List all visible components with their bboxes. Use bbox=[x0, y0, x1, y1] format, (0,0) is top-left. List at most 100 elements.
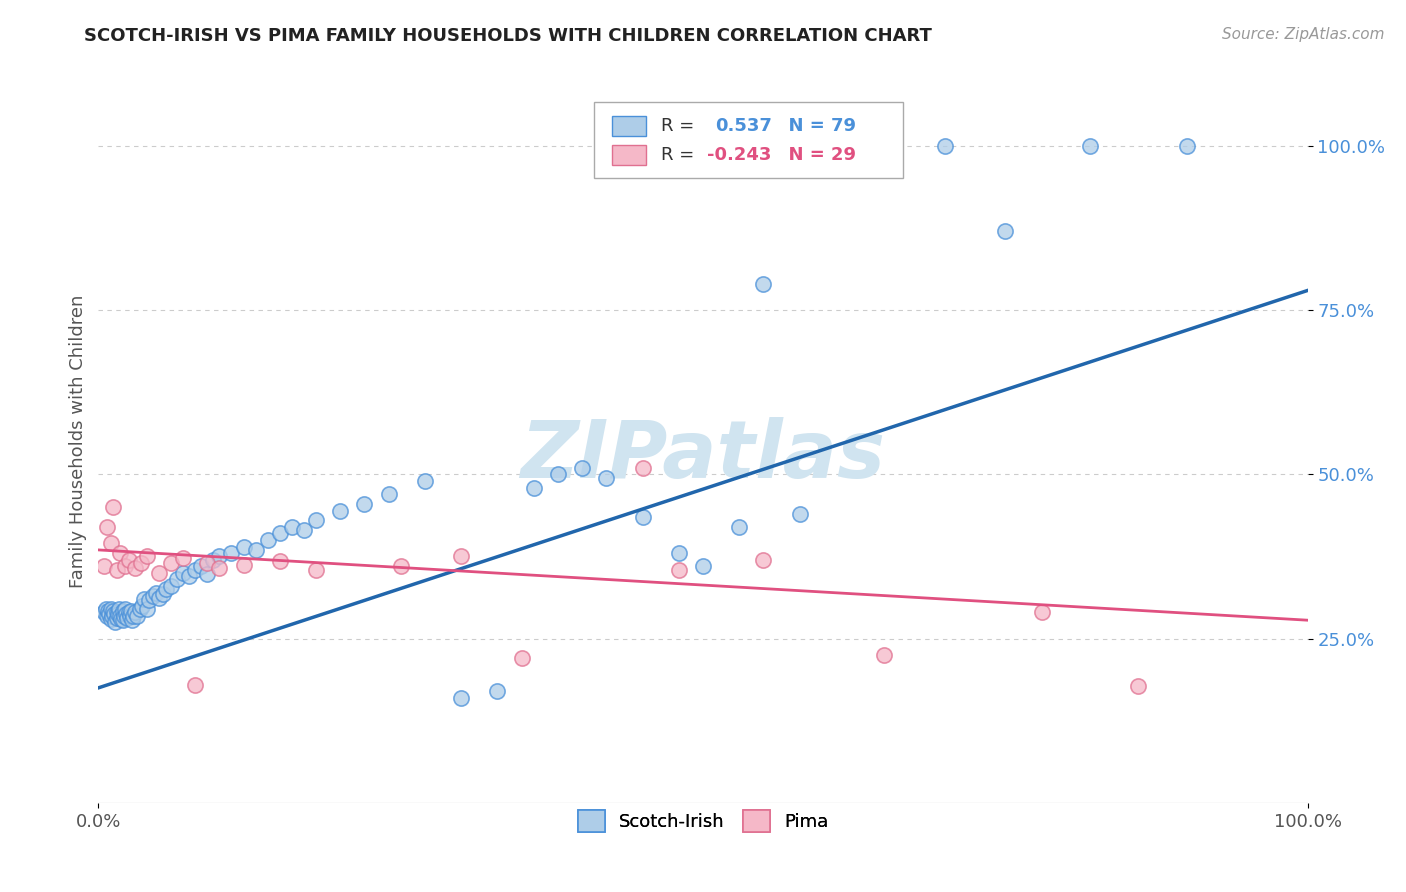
Point bbox=[104, 615, 127, 630]
Point bbox=[450, 690, 472, 705]
Point bbox=[96, 608, 118, 623]
Point bbox=[668, 563, 690, 577]
Point bbox=[172, 551, 194, 566]
Point bbox=[131, 599, 153, 613]
Point bbox=[108, 608, 131, 623]
Point bbox=[108, 602, 131, 616]
Point bbox=[114, 602, 136, 616]
Legend: Scotch-Irish, Pima: Scotch-Irish, Pima bbox=[568, 801, 838, 841]
Point bbox=[145, 585, 167, 599]
Text: -0.243: -0.243 bbox=[707, 145, 770, 164]
Point bbox=[94, 602, 117, 616]
Point bbox=[155, 582, 177, 597]
Point bbox=[112, 608, 135, 623]
Point bbox=[510, 651, 533, 665]
Text: N = 79: N = 79 bbox=[776, 117, 855, 135]
Point bbox=[160, 556, 183, 570]
Point bbox=[789, 507, 811, 521]
Point bbox=[450, 549, 472, 564]
Point bbox=[118, 608, 141, 623]
Point bbox=[101, 604, 124, 618]
Point bbox=[329, 503, 352, 517]
Point bbox=[232, 558, 254, 572]
Point bbox=[1031, 605, 1053, 619]
Text: 0.537: 0.537 bbox=[716, 117, 772, 135]
Point bbox=[873, 648, 896, 662]
Point bbox=[595, 471, 617, 485]
Point bbox=[1175, 139, 1198, 153]
Point bbox=[128, 602, 150, 616]
Point bbox=[208, 549, 231, 564]
Point bbox=[105, 605, 128, 619]
Point bbox=[256, 533, 278, 547]
Text: N = 29: N = 29 bbox=[776, 145, 855, 164]
Point bbox=[108, 546, 131, 560]
Point bbox=[135, 549, 157, 564]
Point bbox=[631, 460, 654, 475]
Point bbox=[184, 677, 207, 691]
Point bbox=[413, 474, 436, 488]
Point bbox=[281, 520, 304, 534]
Point bbox=[138, 593, 160, 607]
Point bbox=[752, 277, 775, 291]
Point bbox=[105, 610, 128, 624]
Point bbox=[105, 563, 128, 577]
Point bbox=[114, 559, 136, 574]
Point bbox=[377, 487, 399, 501]
Point bbox=[571, 460, 593, 475]
Point bbox=[353, 497, 375, 511]
Point bbox=[305, 513, 328, 527]
Point bbox=[202, 553, 225, 567]
Point bbox=[115, 607, 138, 621]
Point bbox=[184, 563, 207, 577]
Point bbox=[124, 560, 146, 574]
Text: ZIPatlas: ZIPatlas bbox=[520, 417, 886, 495]
Point bbox=[152, 587, 174, 601]
Point bbox=[179, 569, 201, 583]
Point bbox=[486, 684, 509, 698]
Point bbox=[103, 607, 125, 621]
Text: SCOTCH-IRISH VS PIMA FAMILY HOUSEHOLDS WITH CHILDREN CORRELATION CHART: SCOTCH-IRISH VS PIMA FAMILY HOUSEHOLDS W… bbox=[84, 27, 932, 45]
Point bbox=[305, 563, 328, 577]
Point bbox=[129, 556, 152, 570]
Point bbox=[118, 605, 141, 619]
Point bbox=[837, 139, 859, 153]
Point bbox=[98, 607, 121, 621]
Text: R =: R = bbox=[661, 145, 700, 164]
Text: R =: R = bbox=[661, 117, 706, 135]
Point bbox=[232, 540, 254, 554]
Point bbox=[221, 546, 243, 560]
Point bbox=[752, 553, 775, 567]
Point bbox=[934, 139, 956, 153]
Point bbox=[111, 604, 134, 618]
Point bbox=[389, 559, 412, 574]
Point bbox=[124, 605, 146, 619]
FancyBboxPatch shape bbox=[595, 102, 903, 178]
Point bbox=[245, 542, 267, 557]
Point bbox=[93, 559, 115, 574]
Point bbox=[134, 592, 156, 607]
Point bbox=[101, 500, 124, 515]
Point bbox=[160, 579, 183, 593]
Point bbox=[142, 589, 165, 603]
Point bbox=[195, 556, 218, 570]
Point bbox=[190, 559, 212, 574]
Point bbox=[148, 566, 170, 580]
Y-axis label: Family Households with Children: Family Households with Children bbox=[69, 295, 87, 588]
Point bbox=[97, 604, 120, 618]
Point bbox=[195, 567, 218, 582]
Point bbox=[292, 523, 315, 537]
Point bbox=[100, 608, 122, 623]
Point bbox=[547, 467, 569, 482]
Point bbox=[93, 605, 115, 619]
Point bbox=[631, 510, 654, 524]
Point bbox=[118, 553, 141, 567]
Point bbox=[668, 546, 690, 560]
FancyBboxPatch shape bbox=[613, 145, 647, 165]
Point bbox=[269, 526, 291, 541]
FancyBboxPatch shape bbox=[613, 116, 647, 136]
Point bbox=[107, 607, 129, 621]
Point bbox=[127, 608, 149, 623]
Text: Source: ZipAtlas.com: Source: ZipAtlas.com bbox=[1222, 27, 1385, 42]
Point bbox=[148, 591, 170, 605]
